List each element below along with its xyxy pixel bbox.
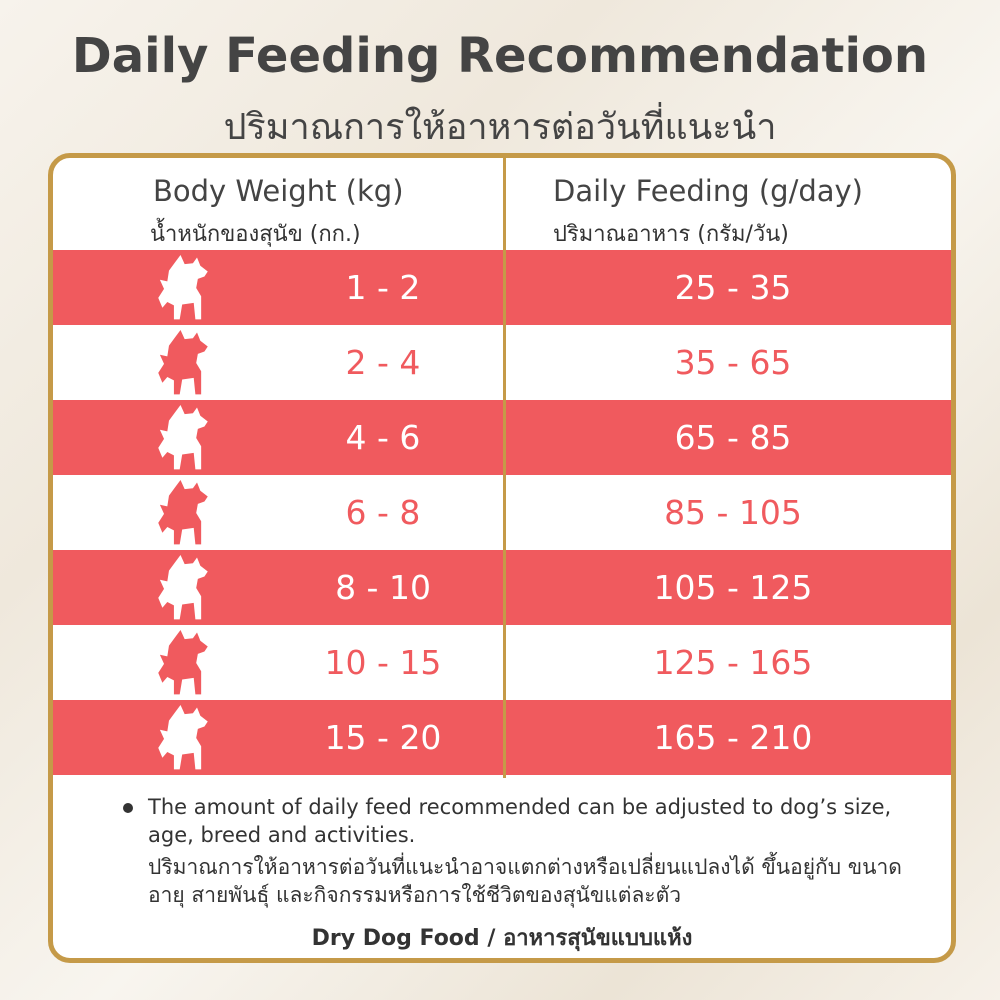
- title: Daily Feeding Recommendation: [71, 28, 929, 84]
- dog-icon: [158, 705, 208, 770]
- table-row: 15 - 20 165 - 210: [53, 700, 951, 775]
- weight-cell: 4 - 6: [345, 418, 421, 457]
- footer-th: อาหารสุนัขแบบแห้ง: [503, 926, 693, 951]
- subtitle: ปริมาณการให้อาหารต่อวันที่แนะนำ: [223, 107, 777, 148]
- footer: Dry Dog Food / อาหารสุนัขแบบแห้ง: [53, 920, 951, 955]
- feeding-cell: 105 - 125: [653, 568, 813, 607]
- weight-cell: 8 - 10: [335, 568, 431, 607]
- note-thai: ปริมาณการให้อาหารต่อวันที่แนะนำอาจแตกต่า…: [148, 855, 902, 907]
- weight-cell: 10 - 15: [324, 643, 442, 682]
- weight-cell: 15 - 20: [324, 718, 442, 757]
- dog-icon: [158, 630, 208, 695]
- feeding-cell: 165 - 210: [653, 718, 813, 757]
- column-header: Body Weight (kg): [153, 174, 404, 208]
- weight-cell: 1 - 2: [345, 268, 421, 307]
- weight-cell: 6 - 8: [345, 493, 421, 532]
- notes: The amount of daily feed recommended can…: [148, 793, 928, 909]
- feeding-cell: 65 - 85: [674, 418, 792, 457]
- note-english: The amount of daily feed recommended can…: [148, 795, 892, 847]
- table-row: 10 - 15 125 - 165: [53, 625, 951, 700]
- feeding-cell: 35 - 65: [674, 343, 792, 382]
- table-row: 4 - 6 65 - 85: [53, 400, 951, 475]
- column-header: Daily Feeding (g/day): [553, 174, 863, 208]
- table-row: 8 - 10 105 - 125: [53, 550, 951, 625]
- column-subheader: ปริมาณอาหาร (กรัม/วัน): [553, 222, 789, 247]
- footer-en: Dry Dog Food: [311, 926, 480, 951]
- weight-cell: 2 - 4: [345, 343, 421, 382]
- divider: [503, 158, 506, 778]
- table: Body Weight (kg) น้ำหนักของสุนัข (กก.) D…: [48, 153, 956, 963]
- feeding-cell: 25 - 35: [674, 268, 792, 307]
- dog-icon: [158, 330, 208, 395]
- dog-icon: [158, 255, 208, 320]
- table-row: 2 - 4 35 - 65: [53, 325, 951, 400]
- dog-icon: [158, 480, 208, 545]
- feeding-cell: 125 - 165: [653, 643, 813, 682]
- bullet: [123, 803, 133, 813]
- separator: /: [487, 926, 496, 951]
- dog-icon: [158, 555, 208, 620]
- table-row: 6 - 8 85 - 105: [53, 475, 951, 550]
- column-subheader: น้ำหนักของสุนัข (กก.): [150, 222, 361, 247]
- table-row: 1 - 2 25 - 35: [53, 250, 951, 325]
- dog-icon: [158, 405, 208, 470]
- feeding-cell: 85 - 105: [664, 493, 802, 532]
